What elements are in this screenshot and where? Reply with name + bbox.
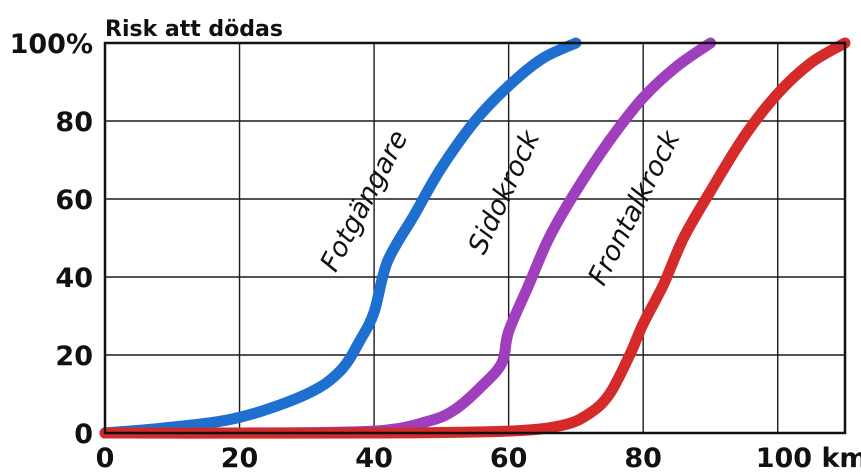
x-tick-label-100: 100 km/t — [756, 443, 861, 474]
plot-frame — [103, 41, 847, 435]
y-axis-title: Risk att dödas — [105, 17, 283, 42]
y-tick-label-60: 60 — [55, 185, 93, 216]
series-line-0 — [99, 37, 582, 439]
x-tick-label-40: 40 — [355, 443, 393, 474]
y-tick-labels: 0 20 40 60 80 100% — [10, 29, 93, 450]
y-tick-label-100: 100% — [10, 29, 93, 60]
y-tick-label-20: 20 — [55, 341, 93, 372]
x-tick-label-0: 0 — [96, 443, 115, 474]
x-tick-label-20: 20 — [221, 443, 259, 474]
x-tick-label-80: 80 — [624, 443, 662, 474]
y-tick-label-80: 80 — [55, 107, 93, 138]
series-label-sidokrock: Sidokrock — [462, 125, 546, 259]
series-label-fotgangare: Fotgängare — [314, 125, 414, 276]
x-tick-labels: 0 20 40 60 80 100 km/t — [96, 443, 861, 474]
y-tick-label-40: 40 — [55, 263, 93, 294]
x-tick-label-60: 60 — [490, 443, 528, 474]
y-tick-label-0: 0 — [74, 419, 93, 450]
